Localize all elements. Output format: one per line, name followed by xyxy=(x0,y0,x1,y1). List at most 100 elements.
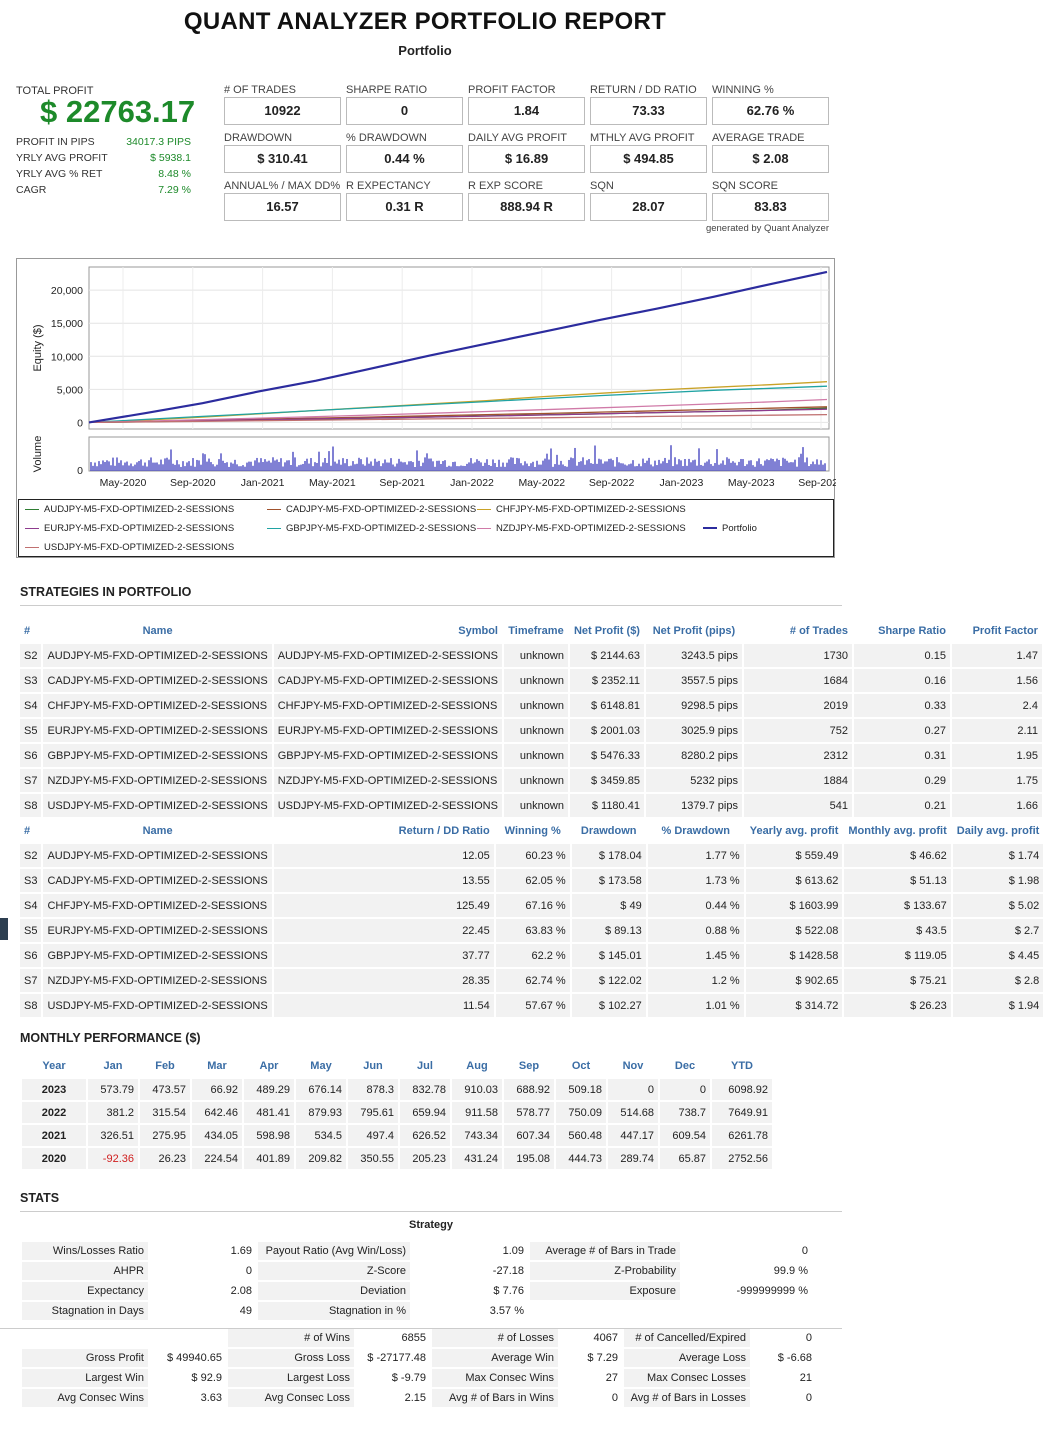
table-cell: NZDJPY-M5-FXD-OPTIMIZED-2-SESSIONS xyxy=(43,769,272,792)
table-cell: $ 122.02 xyxy=(571,969,646,992)
legend-item[interactable]: Portfolio xyxy=(703,523,757,534)
column-header[interactable]: Aug xyxy=(452,1054,502,1077)
table-cell: 659.94 xyxy=(400,1102,450,1123)
table-cell: 752 xyxy=(743,719,852,742)
table-cell: CHFJPY-M5-FXD-OPTIMIZED-2-SESSIONS xyxy=(43,694,272,717)
table-cell: 2.08 xyxy=(150,1282,256,1300)
x-tick-label: Jan-2022 xyxy=(450,477,494,489)
table-cell: GBPJPY-M5-FXD-OPTIMIZED-2-SESSIONS xyxy=(43,944,272,967)
table-cell: Average Win xyxy=(432,1349,558,1367)
column-header[interactable]: May xyxy=(296,1054,346,1077)
column-header[interactable]: # of Trades xyxy=(743,619,852,642)
table-cell: S5 xyxy=(20,719,42,742)
legend-item[interactable]: CHFJPY-M5-FXD-OPTIMIZED-2-SESSIONS xyxy=(477,504,686,515)
table-row: Stagnation in Days 49 Stagnation in % 3.57 … xyxy=(22,1302,812,1320)
column-header[interactable]: Return / DD Ratio xyxy=(273,819,494,842)
column-header[interactable]: Daily avg. profit xyxy=(952,819,1044,842)
table-cell: 743.34 xyxy=(452,1125,502,1146)
table-cell: $ 2352.11 xyxy=(569,669,644,692)
column-header[interactable]: Timeframe xyxy=(503,619,568,642)
table-cell: 2.11 xyxy=(951,719,1042,742)
equity-chart-svg: 0 5,000 10,000 15,000 20,000 Equity ($) 0 Volum… xyxy=(32,266,844,489)
column-header[interactable]: Year xyxy=(22,1054,86,1077)
column-header[interactable]: Profit Factor xyxy=(951,619,1042,642)
volume-area xyxy=(88,436,830,472)
stat-value: 0.31 R xyxy=(346,193,463,221)
column-header[interactable]: # xyxy=(20,619,42,642)
table-cell: 0 xyxy=(752,1329,816,1347)
column-header[interactable]: Yearly avg. profit xyxy=(745,819,843,842)
column-header[interactable]: Apr xyxy=(244,1054,294,1077)
table-cell: 0.27 xyxy=(853,719,950,742)
column-header[interactable]: Winning % xyxy=(495,819,570,842)
table-row: 2022 381.2 315.54 642.46 481.41 879.93 795.61 6… xyxy=(22,1102,772,1123)
table-cell: 3.57 % xyxy=(412,1302,528,1320)
table-row: # of Wins 6855 # of Losses 4067 # of Cancell… xyxy=(22,1329,816,1347)
column-header[interactable]: Drawdown xyxy=(571,819,646,842)
table-cell: $ 51.13 xyxy=(844,869,951,892)
column-header[interactable]: Net Profit ($) xyxy=(569,619,644,642)
column-header[interactable]: % Drawdown xyxy=(647,819,744,842)
table-cell: $ 49940.65 xyxy=(150,1349,226,1367)
table-cell: $ 1.74 xyxy=(952,844,1044,867)
column-header[interactable]: Nov xyxy=(608,1054,658,1077)
column-header[interactable]: Net Profit (pips) xyxy=(645,619,742,642)
legend-item[interactable]: EURJPY-M5-FXD-OPTIMIZED-2-SESSIONS xyxy=(25,523,234,534)
column-header[interactable]: Oct xyxy=(556,1054,606,1077)
table-cell: 1.66 xyxy=(951,794,1042,817)
table-row: S7 NZDJPY-M5-FXD-OPTIMIZED-2-SESSIONS NZDJ… xyxy=(20,769,1042,792)
table-cell: unknown xyxy=(503,694,568,717)
total-profit-value: $ 22763.17 xyxy=(40,94,196,129)
table-cell: -999999999 % xyxy=(682,1282,812,1300)
legend-item[interactable]: USDJPY-M5-FXD-OPTIMIZED-2-SESSIONS xyxy=(25,542,234,553)
volume-axis-label: Volume xyxy=(32,436,44,473)
y-tick-label: 10,000 xyxy=(51,351,83,363)
column-header[interactable]: YTD xyxy=(712,1054,772,1077)
table-cell: 2020 xyxy=(22,1148,86,1169)
column-header[interactable]: Name xyxy=(43,819,272,842)
column-header[interactable]: Mar xyxy=(192,1054,242,1077)
table-cell: 6261.78 xyxy=(712,1125,772,1146)
legend-item[interactable]: NZDJPY-M5-FXD-OPTIMIZED-2-SESSIONS xyxy=(477,523,686,534)
table-row: S6 GBPJPY-M5-FXD-OPTIMIZED-2-SESSIONS GBPJ… xyxy=(20,744,1042,767)
table-cell: 626.52 xyxy=(400,1125,450,1146)
column-header[interactable]: # xyxy=(20,819,42,842)
table-cell: 750.09 xyxy=(556,1102,606,1123)
table-cell: $ 43.5 xyxy=(844,919,951,942)
column-header[interactable]: Monthly avg. profit xyxy=(844,819,951,842)
table-cell: S4 xyxy=(20,694,42,717)
table-row: S3 CADJPY-M5-FXD-OPTIMIZED-2-SESSIONS 13.5… xyxy=(20,869,1044,892)
table-cell: 62.74 % xyxy=(495,969,570,992)
stat-value: $ 2.08 xyxy=(712,145,829,173)
column-header[interactable]: Jan xyxy=(88,1054,138,1077)
column-header[interactable]: Symbol xyxy=(273,619,502,642)
table-cell: 489.29 xyxy=(244,1079,294,1100)
table-cell: 832.78 xyxy=(400,1079,450,1100)
column-header[interactable]: Sep xyxy=(504,1054,554,1077)
column-header[interactable]: Jul xyxy=(400,1054,450,1077)
legend-item[interactable]: GBPJPY-M5-FXD-OPTIMIZED-2-SESSIONS xyxy=(267,523,476,534)
legend-item[interactable]: AUDJPY-M5-FXD-OPTIMIZED-2-SESSIONS xyxy=(25,504,234,515)
column-header[interactable]: Feb xyxy=(140,1054,190,1077)
table-cell: 125.49 xyxy=(273,894,494,917)
legend-swatch xyxy=(25,546,39,548)
column-header[interactable]: Sharpe Ratio xyxy=(853,619,950,642)
table-cell: 2022 xyxy=(22,1102,86,1123)
table-cell: 0 xyxy=(608,1079,658,1100)
table-cell: $ 92.9 xyxy=(150,1369,226,1387)
table-cell: 11.54 xyxy=(273,994,494,1017)
table-cell: S6 xyxy=(20,744,42,767)
table-cell: 1.95 xyxy=(951,744,1042,767)
table-cell: 1.56 xyxy=(951,669,1042,692)
legend-item[interactable]: CADJPY-M5-FXD-OPTIMIZED-2-SESSIONS xyxy=(267,504,476,515)
table-cell: Average # of Bars in Trade xyxy=(530,1242,680,1260)
column-header[interactable]: Name xyxy=(43,619,272,642)
stat-label: DAILY AVG PROFIT xyxy=(468,132,568,144)
column-header[interactable]: Jun xyxy=(348,1054,398,1077)
table-cell: 12.05 xyxy=(273,844,494,867)
legend-label: GBPJPY-M5-FXD-OPTIMIZED-2-SESSIONS xyxy=(286,523,477,534)
column-header[interactable]: Dec xyxy=(660,1054,710,1077)
table-row: Expectancy 2.08 Deviation $ 7.76 Exposure -99… xyxy=(22,1282,812,1300)
table-cell: -27.18 xyxy=(412,1262,528,1280)
stat-label: SQN xyxy=(590,180,614,192)
